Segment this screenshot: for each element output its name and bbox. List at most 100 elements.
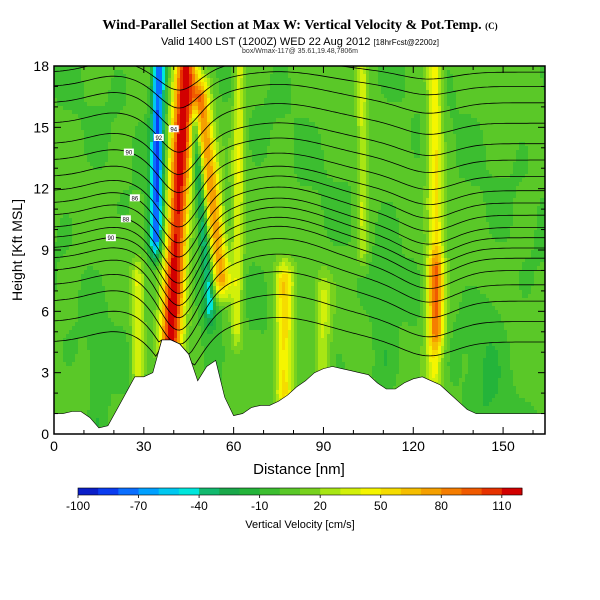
- field-cell: [324, 142, 328, 147]
- field-cell: [156, 98, 160, 103]
- field-cell: [276, 86, 280, 91]
- field-cell: [459, 178, 463, 183]
- field-cell: [399, 86, 403, 91]
- field-cell: [327, 102, 331, 107]
- field-cell: [174, 174, 178, 179]
- field-cell: [129, 90, 133, 95]
- field-cell: [369, 122, 373, 127]
- field-cell: [543, 138, 545, 143]
- field-cell: [111, 70, 115, 75]
- field-cell: [468, 66, 472, 71]
- field-cell: [165, 150, 169, 155]
- field-cell: [516, 150, 520, 155]
- field-cell: [387, 70, 391, 75]
- field-cell: [444, 166, 448, 171]
- field-cell: [393, 134, 397, 139]
- field-cell: [255, 114, 259, 119]
- field-cell: [423, 150, 427, 155]
- field-cell: [282, 134, 286, 139]
- field-cell: [327, 82, 331, 87]
- field-cell: [528, 138, 532, 143]
- field-cell: [78, 118, 82, 123]
- field-cell: [84, 110, 88, 115]
- field-cell: [462, 178, 466, 183]
- field-cell: [222, 102, 226, 107]
- field-cell: [387, 118, 391, 123]
- field-cell: [375, 94, 379, 99]
- field-cell: [165, 186, 169, 191]
- field-cell: [384, 134, 388, 139]
- field-cell: [519, 126, 523, 131]
- field-cell: [513, 102, 517, 107]
- field-cell: [459, 146, 463, 151]
- field-cell: [336, 154, 340, 159]
- field-cell: [240, 118, 244, 123]
- field-cell: [525, 134, 529, 139]
- field-cell: [132, 118, 136, 123]
- field-cell: [57, 94, 61, 99]
- field-cell: [153, 66, 157, 71]
- field-cell: [99, 134, 103, 139]
- field-cell: [69, 90, 73, 95]
- field-cell: [447, 174, 451, 179]
- field-cell: [432, 94, 436, 99]
- field-cell: [240, 90, 244, 95]
- field-cell: [462, 74, 466, 79]
- field-cell: [57, 118, 61, 123]
- field-cell: [105, 114, 109, 119]
- field-cell: [57, 134, 61, 139]
- field-cell: [168, 70, 172, 75]
- field-cell: [87, 90, 91, 95]
- field-cell: [144, 70, 148, 75]
- field-cell: [342, 114, 346, 119]
- field-cell: [105, 126, 109, 131]
- field-cell: [381, 182, 385, 187]
- field-cell: [396, 150, 400, 155]
- field-cell: [222, 106, 226, 111]
- field-cell: [486, 126, 490, 131]
- field-cell: [543, 126, 545, 131]
- field-cell: [66, 178, 70, 183]
- field-cell: [504, 122, 508, 127]
- field-cell: [93, 118, 97, 123]
- field-cell: [255, 66, 259, 71]
- field-cell: [192, 78, 196, 83]
- field-cell: [246, 122, 250, 127]
- field-cell: [126, 182, 130, 187]
- field-cell: [144, 170, 148, 175]
- field-cell: [57, 66, 61, 71]
- field-cell: [486, 74, 490, 79]
- field-cell: [240, 94, 244, 99]
- field-cell: [498, 178, 502, 183]
- field-cell: [282, 106, 286, 111]
- field-cell: [246, 138, 250, 143]
- field-cell: [330, 122, 334, 127]
- field-cell: [135, 90, 139, 95]
- field-cell: [399, 122, 403, 127]
- field-cell: [231, 94, 235, 99]
- field-cell: [276, 126, 280, 131]
- field-cell: [90, 122, 94, 127]
- field-cell: [75, 82, 79, 87]
- field-cell: [159, 150, 163, 155]
- field-cell: [168, 134, 172, 139]
- field-cell: [513, 106, 517, 111]
- field-cell: [363, 130, 367, 135]
- field-cell: [60, 154, 64, 159]
- field-cell: [420, 118, 424, 123]
- field-cell: [444, 178, 448, 183]
- field-cell: [105, 146, 109, 151]
- field-cell: [471, 178, 475, 183]
- field-cell: [183, 74, 187, 79]
- field-cell: [351, 182, 355, 187]
- field-cell: [156, 118, 160, 123]
- field-cell: [267, 158, 271, 163]
- field-cell: [282, 70, 286, 75]
- field-cell: [165, 158, 169, 163]
- field-cell: [531, 130, 535, 135]
- field-cell: [96, 122, 100, 127]
- field-cell: [492, 162, 496, 167]
- field-cell: [312, 118, 316, 123]
- field-cell: [159, 110, 163, 115]
- field-cell: [492, 94, 496, 99]
